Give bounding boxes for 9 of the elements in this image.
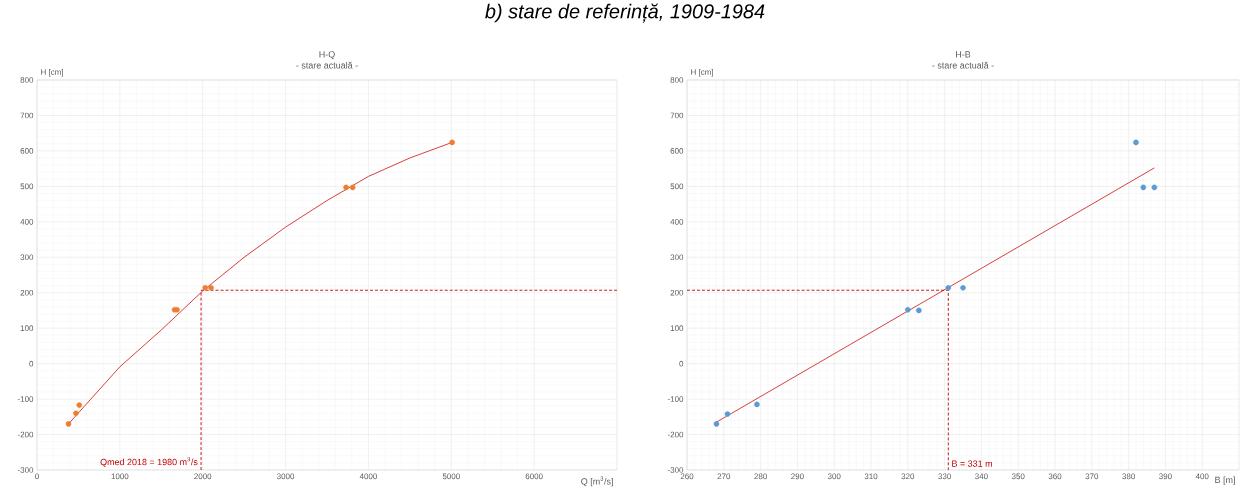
annotation: B = 331 m [952, 460, 992, 467]
annotation: Qmed 2018 = 1980 m$^{3}$/s [100, 457, 198, 467]
text: b) stare de referință, 1909-1984 [485, 3, 765, 23]
x-axis-title: B [m] [1215, 476, 1235, 485]
chart-subtitle: - stare actuală - [932, 61, 994, 69]
chart-subtitle: - stare actuală - [296, 61, 358, 69]
x-axis-title: Q [m$^{3}$/s] [581, 476, 613, 487]
chart-title: H-Q [319, 51, 335, 60]
chart-title: H-B [956, 51, 971, 58]
